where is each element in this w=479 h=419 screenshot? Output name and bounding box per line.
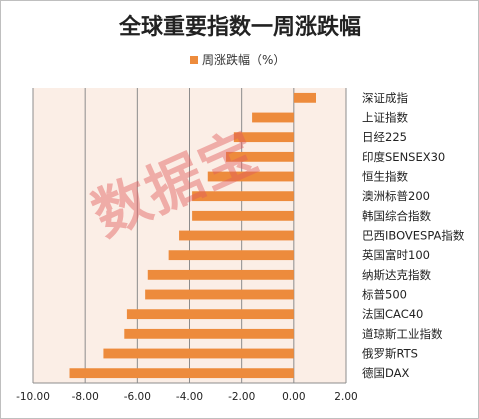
bar <box>168 250 294 261</box>
category-label: 道琼斯工业指数 <box>362 327 443 341</box>
bar <box>192 191 294 202</box>
category-label: 澳洲标普200 <box>362 189 430 203</box>
category-label: 深证成指 <box>362 91 408 105</box>
bar <box>192 210 294 221</box>
bar <box>103 348 294 359</box>
legend-swatch <box>190 56 198 64</box>
category-label: 印度SENSEX30 <box>362 150 445 164</box>
category-label: 韩国综合指数 <box>362 209 431 223</box>
legend-label: 周涨跌幅（%） <box>202 52 285 67</box>
bar <box>293 92 317 103</box>
x-tick-label: -6.00 <box>124 391 151 403</box>
bar <box>207 171 294 182</box>
category-label: 英国富时100 <box>362 248 430 262</box>
category-label: 巴西IBOVESPA指数 <box>362 229 465 243</box>
category-label: 德国DAX <box>362 366 410 380</box>
x-tick-label: -2.00 <box>228 391 255 403</box>
bar <box>124 328 294 339</box>
category-label: 上证指数 <box>362 111 408 125</box>
category-label: 恒生指数 <box>362 170 408 184</box>
x-tick-label: -8.00 <box>72 391 99 403</box>
category-label: 法国CAC40 <box>362 307 423 321</box>
category-label: 俄罗斯RTS <box>362 347 418 361</box>
category-label: 纳斯达克指数 <box>362 268 431 282</box>
bar <box>226 151 294 162</box>
x-tick-label: -4.00 <box>176 391 203 403</box>
bar <box>147 269 294 280</box>
legend: 周涨跌幅（%） <box>190 52 285 67</box>
bar <box>233 132 294 143</box>
bar <box>252 112 294 123</box>
chart-title: 全球重要指数一周涨跌幅 <box>118 14 361 40</box>
category-label: 标普500 <box>362 288 407 302</box>
bar <box>126 309 294 320</box>
bar <box>69 368 294 379</box>
category-label: 日经225 <box>362 130 407 144</box>
bar <box>179 230 294 241</box>
x-tick-label: 2.00 <box>334 391 357 403</box>
x-tick-label: 0.00 <box>282 391 305 403</box>
bar <box>145 289 294 300</box>
x-tick-label: -10.00 <box>16 391 50 403</box>
